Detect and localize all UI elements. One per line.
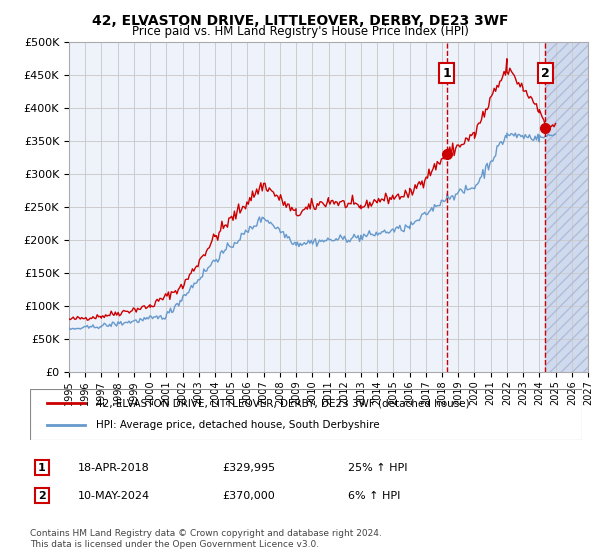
Text: £370,000: £370,000: [222, 491, 275, 501]
Text: 1: 1: [38, 463, 46, 473]
Text: Price paid vs. HM Land Registry's House Price Index (HPI): Price paid vs. HM Land Registry's House …: [131, 25, 469, 38]
Text: 2: 2: [38, 491, 46, 501]
Text: 1: 1: [443, 67, 451, 80]
Text: 6% ↑ HPI: 6% ↑ HPI: [348, 491, 400, 501]
Text: £329,995: £329,995: [222, 463, 275, 473]
Text: HPI: Average price, detached house, South Derbyshire: HPI: Average price, detached house, Sout…: [96, 421, 380, 431]
Text: 42, ELVASTON DRIVE, LITTLEOVER, DERBY, DE23 3WF: 42, ELVASTON DRIVE, LITTLEOVER, DERBY, D…: [92, 14, 508, 28]
Text: 10-MAY-2024: 10-MAY-2024: [78, 491, 150, 501]
Bar: [545, 42, 588, 372]
Text: 25% ↑ HPI: 25% ↑ HPI: [348, 463, 407, 473]
Bar: [545, 42, 588, 372]
Text: 42, ELVASTON DRIVE, LITTLEOVER, DERBY, DE23 3WF (detached house): 42, ELVASTON DRIVE, LITTLEOVER, DERBY, D…: [96, 398, 470, 408]
Text: 2: 2: [541, 67, 550, 80]
Text: 18-APR-2018: 18-APR-2018: [78, 463, 150, 473]
Text: Contains HM Land Registry data © Crown copyright and database right 2024.
This d: Contains HM Land Registry data © Crown c…: [30, 529, 382, 549]
